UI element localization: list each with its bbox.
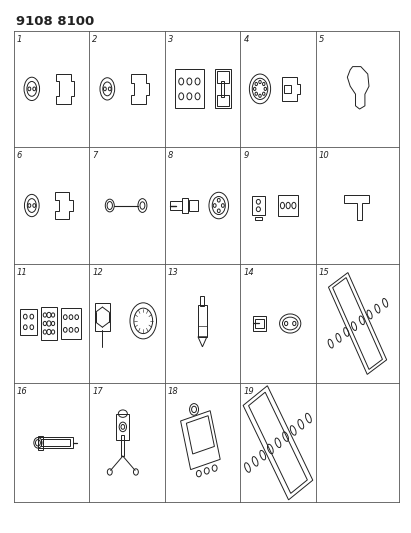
Text: 12: 12	[92, 268, 103, 277]
Bar	[217, 71, 229, 83]
Text: 19: 19	[243, 387, 254, 397]
Bar	[255, 319, 264, 328]
Bar	[21, 309, 37, 335]
Bar	[284, 85, 291, 93]
Bar	[95, 303, 110, 332]
Text: 16: 16	[17, 387, 28, 397]
Text: 8: 8	[168, 151, 173, 160]
Bar	[252, 196, 265, 215]
Bar	[182, 198, 188, 213]
Bar	[255, 216, 262, 220]
Bar	[61, 308, 81, 340]
Text: 9: 9	[243, 151, 249, 160]
Bar	[116, 414, 129, 440]
Text: 4: 4	[243, 35, 249, 44]
Text: 2: 2	[92, 35, 98, 44]
Bar	[41, 307, 57, 340]
Text: 18: 18	[168, 387, 179, 397]
Bar	[278, 196, 298, 216]
Bar	[189, 200, 198, 211]
Text: 15: 15	[319, 268, 330, 277]
Text: 10: 10	[319, 151, 330, 160]
Bar	[217, 95, 229, 107]
Text: 13: 13	[168, 268, 179, 277]
Bar	[41, 439, 70, 446]
Text: 14: 14	[243, 268, 254, 277]
Text: 11: 11	[17, 268, 28, 277]
Text: 17: 17	[92, 387, 103, 397]
Text: 5: 5	[319, 35, 324, 44]
Bar	[38, 436, 43, 450]
Bar	[175, 69, 204, 109]
Bar	[253, 316, 266, 331]
Bar	[121, 435, 125, 456]
Text: 9108 8100: 9108 8100	[16, 14, 94, 28]
Bar	[221, 81, 224, 97]
Bar	[201, 296, 205, 306]
Bar	[170, 201, 182, 210]
Text: 6: 6	[17, 151, 22, 160]
Bar	[198, 305, 207, 337]
Bar	[215, 69, 231, 109]
Text: 7: 7	[92, 151, 98, 160]
Bar	[38, 438, 73, 448]
Text: 3: 3	[168, 35, 173, 44]
Text: 1: 1	[17, 35, 22, 44]
